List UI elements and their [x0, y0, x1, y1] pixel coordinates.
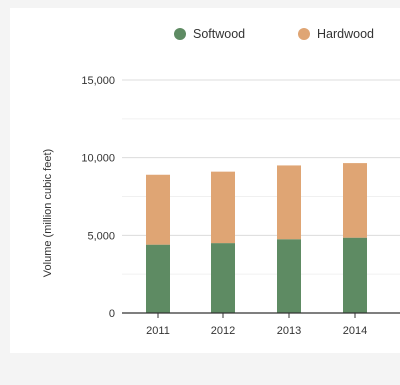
legend: Softwood Hardwood [174, 27, 374, 41]
x-tick-label: 2013 [277, 325, 301, 337]
legend-label-hardwood: Hardwood [317, 27, 374, 41]
x-tick-label: 2012 [211, 325, 235, 337]
bar-softwood-2011 [146, 244, 170, 313]
x-tick-label: 2011 [146, 325, 170, 337]
bar-hardwood-2011 [146, 174, 170, 245]
y-tick-label: 10,000 [81, 153, 115, 165]
y-axis-title: Volume (million cubic feet) [42, 149, 54, 277]
y-tick-label: 15,000 [81, 75, 115, 87]
axes: 0 5,000 10,000 15,000 2011 2012 2013 2014 [81, 75, 400, 337]
bar-hardwood-2013 [277, 165, 301, 240]
legend-label-softwood: Softwood [193, 27, 245, 41]
bar-hardwood-2014 [343, 163, 367, 238]
bar-hardwood-2012 [211, 171, 235, 244]
legend-swatch-softwood [174, 28, 186, 40]
bar-softwood-2014 [343, 237, 367, 313]
bar-softwood-2013 [277, 239, 301, 313]
x-tick-label: 2014 [343, 325, 367, 337]
y-tick-label: 5,000 [87, 230, 115, 242]
y-tick-label: 0 [109, 308, 115, 320]
legend-swatch-hardwood [298, 28, 310, 40]
stacked-bar-chart: 0 5,000 10,000 15,000 2011 2012 2013 2014 Softw… [42, 27, 400, 337]
chart-card: 0 5,000 10,000 15,000 2011 2012 2013 2014 Softw… [10, 8, 400, 353]
bar-softwood-2012 [211, 243, 235, 313]
bars [146, 163, 367, 313]
